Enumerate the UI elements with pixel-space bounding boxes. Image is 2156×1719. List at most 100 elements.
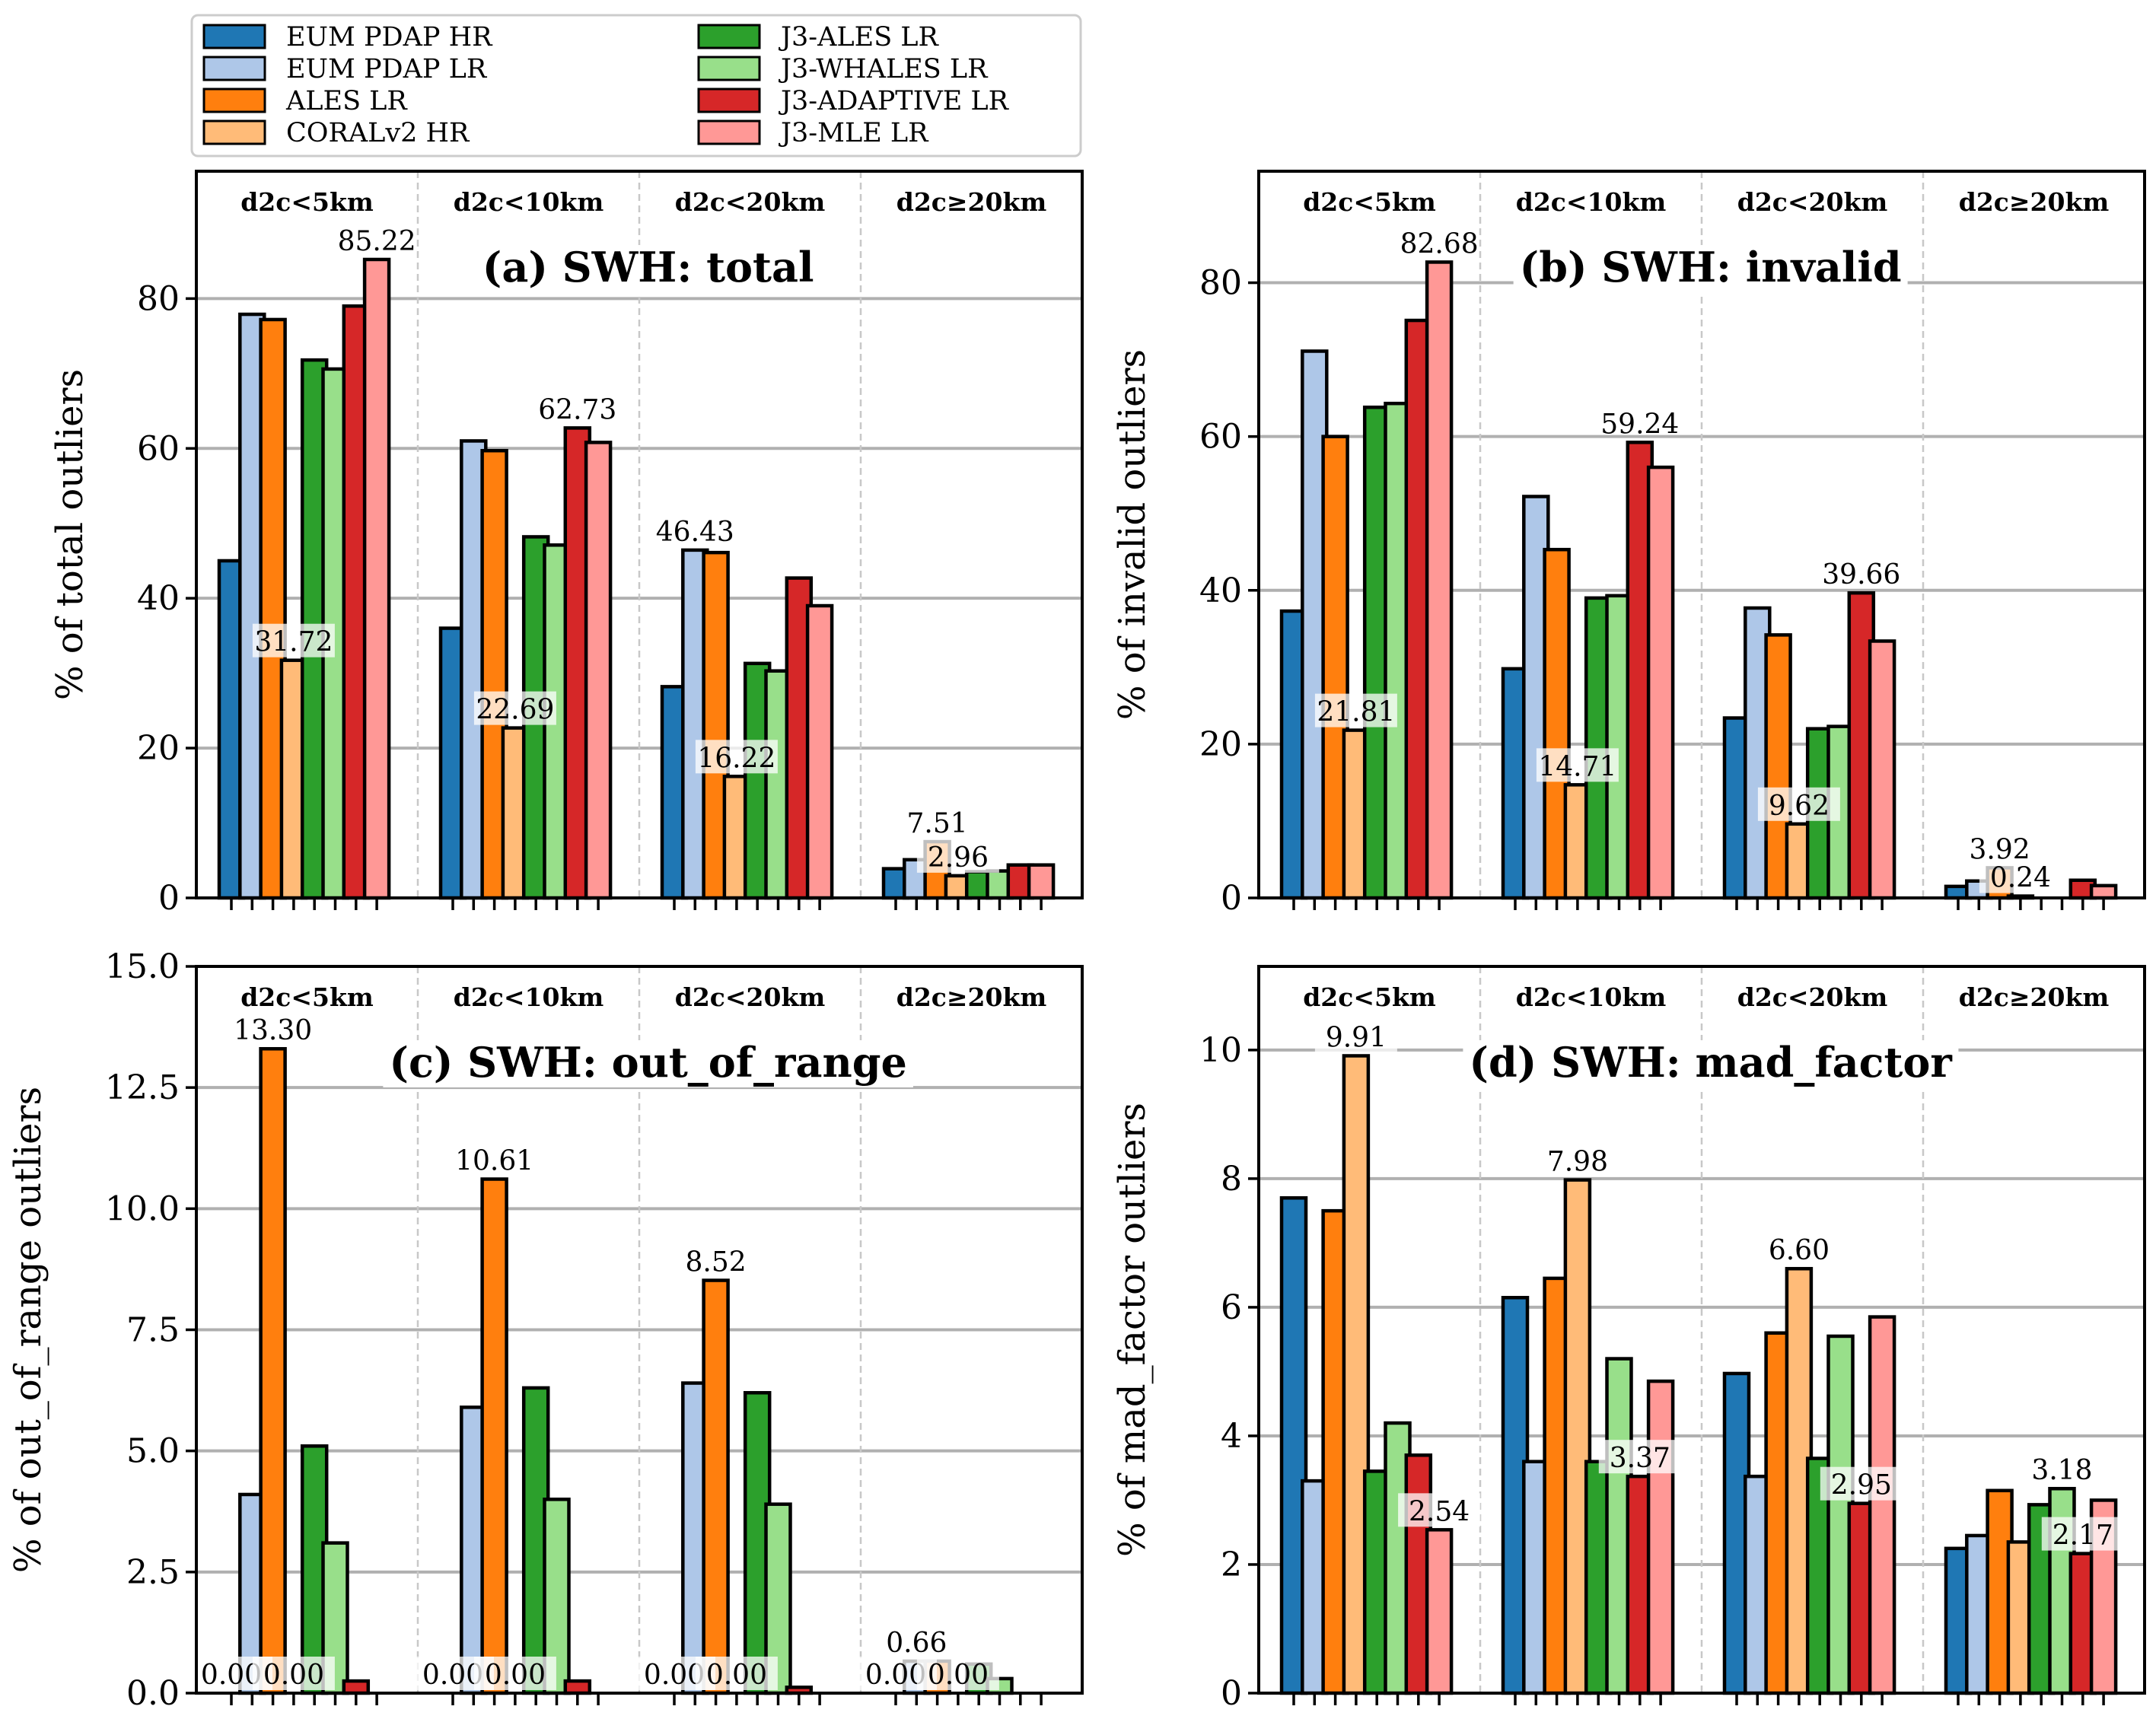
y-tick-label: 15.0 [105, 947, 180, 986]
category-label: d2c≥20km [1959, 982, 2110, 1012]
y-tick-label: 60 [137, 429, 180, 468]
bar [584, 441, 613, 900]
value-label: 0.66 [886, 1628, 947, 1659]
bar [259, 317, 287, 900]
y-tick-label: 12.5 [105, 1068, 180, 1107]
value-label-background [1398, 1493, 1481, 1527]
value-label: 0.24 [1990, 863, 2051, 894]
y-axis-label: % of invalid outliers [1111, 349, 1154, 720]
bar [1027, 863, 1056, 900]
value-label: 8.52 [686, 1247, 747, 1278]
y-tick-label: 80 [1199, 264, 1242, 303]
value-label-background [1820, 1466, 1903, 1501]
value-label: 2.54 [1409, 1496, 1470, 1527]
legend-label: ALES LR [285, 86, 408, 116]
y-tick-label: 20 [137, 729, 180, 768]
legend-frame [190, 14, 1082, 158]
category-label: d2c<10km [454, 187, 604, 217]
value-label-background [1314, 1019, 1397, 1053]
value-label-background [473, 1657, 556, 1690]
bar [1425, 1528, 1454, 1695]
category-label: d2c<5km [240, 187, 374, 217]
category-label: d2c<5km [240, 982, 374, 1012]
value-label: 3.18 [2031, 1455, 2092, 1486]
title-background [1513, 245, 1908, 292]
legend-swatch [697, 56, 761, 81]
value-label-background [1757, 787, 1840, 821]
category-label: d2c<10km [1516, 187, 1667, 217]
y-tick-label: 0 [158, 879, 180, 918]
value-label: 7.98 [1547, 1147, 1608, 1178]
value-label-background [1314, 693, 1397, 727]
bar [259, 1046, 287, 1695]
y-tick-label: 7.5 [126, 1311, 180, 1350]
value-label: 21.81 [1317, 697, 1395, 728]
value-label: 0.00 [263, 1660, 324, 1691]
y-tick-label: 0 [1221, 879, 1242, 918]
bar [1868, 1315, 1896, 1695]
value-label: 3.37 [1610, 1443, 1670, 1474]
legend-swatch [202, 119, 266, 145]
y-axis-label: % of out_of_range outliers [7, 1087, 49, 1573]
y-axis-label: % of mad_factor outliers [1111, 1103, 1154, 1557]
value-label: 82.68 [1400, 228, 1479, 259]
bar [1425, 260, 1454, 900]
category-label: d2c<20km [675, 187, 826, 217]
y-tick-label: 40 [1199, 571, 1242, 610]
category-label: d2c<5km [1303, 982, 1436, 1012]
panel-c-out-of-range: d2c<5km d2c<10km d2c<20km d2c≥20km (c) SWH: … [7, 947, 1084, 1713]
value-label-background [473, 691, 556, 725]
value-label: 6.60 [1769, 1235, 1830, 1266]
axes-frame [1257, 965, 2146, 1695]
value-label: 62.73 [538, 394, 616, 425]
y-tick-label: 4 [1221, 1417, 1242, 1456]
y-tick-label: 10 [1199, 1031, 1242, 1070]
value-label: 0.00 [485, 1660, 546, 1691]
value-label: 22.69 [476, 695, 554, 726]
value-label: 9.62 [1769, 791, 1830, 822]
bar [362, 257, 391, 900]
y-axis-label: % of total outliers [49, 369, 91, 700]
value-label: 46.43 [656, 517, 734, 548]
legend-label: J3-ALES LR [779, 22, 940, 53]
title-background [476, 245, 820, 292]
axes-frame [1257, 170, 2146, 899]
category-label: d2c<20km [1737, 187, 1888, 217]
value-label: 0.00 [422, 1660, 483, 1691]
y-tick-label: 10.0 [105, 1189, 180, 1228]
category-label: d2c<20km [1737, 982, 1888, 1012]
panel-title: (c) SWH: out_of_range [389, 1038, 906, 1087]
value-label: 2.96 [928, 842, 989, 874]
panel-title: (a) SWH: total [482, 243, 814, 291]
category-label: d2c≥20km [896, 982, 1047, 1012]
y-tick-label: 5.0 [126, 1432, 180, 1471]
panel-title: (b) SWH: invalid [1520, 243, 1902, 291]
legend-swatch [202, 88, 266, 113]
value-label: 14.71 [1538, 751, 1616, 782]
value-label: 0.00 [928, 1660, 989, 1691]
bar [805, 603, 834, 900]
value-label-background [252, 1657, 335, 1690]
axes-frame [195, 170, 1084, 899]
value-label: 85.22 [338, 226, 416, 257]
y-tick-label: 2.5 [126, 1553, 180, 1592]
category-label: d2c<10km [454, 982, 604, 1012]
value-label: 0.00 [865, 1660, 926, 1691]
legend-label: CORALv2 HR [286, 118, 470, 148]
value-label: 2.95 [1831, 1470, 1892, 1501]
category-label: d2c<20km [675, 982, 826, 1012]
value-label-background [916, 839, 999, 873]
value-label: 10.61 [455, 1145, 533, 1176]
bar [1646, 465, 1675, 900]
legend-label: EUM PDAP LR [286, 54, 488, 84]
title-background [1463, 1040, 1959, 1087]
bar [2089, 883, 2118, 900]
value-label-background [916, 1657, 999, 1690]
value-label: 9.91 [1326, 1022, 1387, 1053]
y-tick-label: 20 [1199, 725, 1242, 764]
value-label-background [695, 740, 778, 774]
y-tick-label: 40 [137, 579, 180, 618]
legend-swatch [697, 24, 761, 49]
